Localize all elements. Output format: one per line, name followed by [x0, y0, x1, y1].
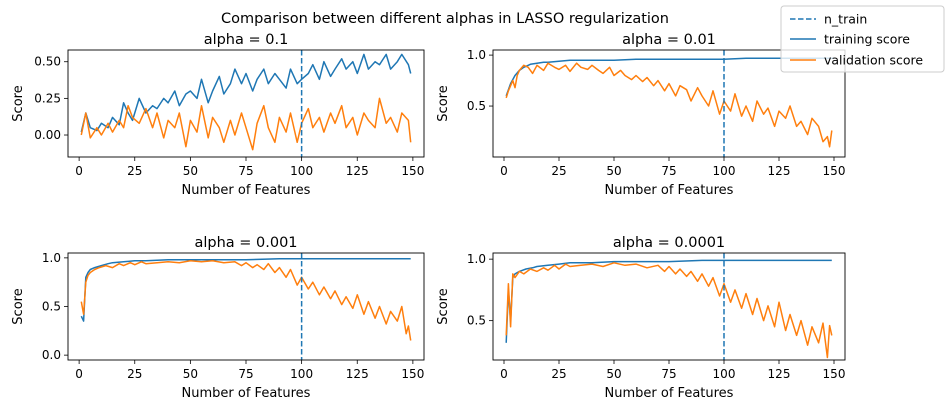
y-tick-label: 0.5 [467, 314, 486, 328]
x-axis-label: Number of Features [182, 386, 311, 401]
x-tick-label: 0 [75, 367, 83, 381]
subplot-title: alpha = 0.1 [204, 32, 289, 48]
y-tick-label: 0.0 [42, 348, 61, 362]
x-axis-label: Number of Features [182, 183, 311, 198]
x-tick-label: 25 [551, 367, 566, 381]
legend-label-n-train: n_train [824, 12, 867, 27]
x-tick-label: 125 [346, 367, 369, 381]
x-tick-label: 125 [768, 367, 791, 381]
x-tick-label: 150 [823, 164, 846, 178]
legend-label-validation-score: validation score [824, 53, 923, 68]
legend-frame [780, 5, 945, 73]
y-tick-label: 0.5 [42, 300, 61, 314]
x-tick-label: 75 [238, 367, 253, 381]
y-tick-label: 0.50 [34, 55, 61, 69]
y-tick-label: 1.0 [467, 48, 486, 62]
x-tick-label: 100 [713, 164, 736, 178]
x-tick-label: 50 [606, 367, 621, 381]
legend: n_train training score validation score [780, 5, 945, 73]
x-tick-label: 50 [183, 367, 198, 381]
x-tick-label: 75 [238, 164, 253, 178]
subplot-4: alpha = 0.0001 0 25 50 75 100 125 150 0.5 1.0 Numb… [436, 235, 845, 401]
x-tick-label: 150 [401, 367, 424, 381]
training-score-line [505, 259, 832, 343]
subplot-title: alpha = 0.01 [622, 32, 716, 48]
x-tick-label: 150 [823, 367, 846, 381]
x-tick-label: 100 [713, 367, 736, 381]
x-tick-label: 150 [401, 164, 424, 178]
subplot-3: alpha = 0.001 0 25 50 75 100 125 150 0.0 0.5 1.0 Nu… [11, 235, 425, 401]
subplot-2: alpha = 0.01 0 25 50 75 100 125 150 0.5 1.0 Number… [436, 32, 845, 198]
x-tick-label: 50 [183, 164, 198, 178]
legend-label-training-score: training score [824, 32, 910, 47]
y-tick-label: 1.0 [42, 251, 61, 265]
validation-score-line [505, 262, 833, 359]
x-axis-label: Number of Features [605, 386, 734, 401]
y-axis-label: Score [436, 85, 451, 121]
x-tick-label: 0 [75, 164, 83, 178]
subplot-title: alpha = 0.001 [194, 235, 297, 251]
subplot-title: alpha = 0.0001 [613, 235, 725, 251]
training-score-line [80, 53, 412, 133]
validation-score-line [80, 260, 412, 341]
x-tick-label: 25 [127, 164, 142, 178]
x-tick-label: 125 [768, 164, 791, 178]
y-tick-label: 0.25 [34, 91, 61, 105]
x-axis-label: Number of Features [605, 183, 734, 198]
x-tick-label: 0 [500, 367, 508, 381]
y-axis-label: Score [11, 288, 26, 324]
y-tick-label: 0.5 [467, 99, 486, 113]
axes-layer: alpha = 0.10 25 50 75 100 125 1500.000.250.50N… [11, 32, 845, 401]
validation-score-line [505, 62, 833, 148]
x-tick-label: 75 [661, 367, 676, 381]
x-tick-label: 100 [290, 367, 313, 381]
y-tick-label: 0.00 [34, 128, 61, 142]
y-axis-label: Score [436, 288, 451, 324]
y-axis-label: Score [11, 85, 26, 121]
subplot-1: alpha = 0.1 0 25 50 75 100 125 150 0.00 0.25 0.50 N… [11, 32, 425, 198]
validation-score-line [80, 97, 412, 151]
x-tick-label: 25 [127, 367, 142, 381]
y-tick-label: 1.0 [467, 252, 486, 266]
x-tick-label: 125 [346, 164, 369, 178]
x-tick-label: 75 [661, 164, 676, 178]
training-score-line [80, 258, 411, 322]
x-tick-label: 0 [500, 164, 508, 178]
x-tick-label: 50 [606, 164, 621, 178]
x-tick-label: 25 [551, 164, 566, 178]
figure-suptitle: Comparison between different alphas in L… [221, 11, 669, 27]
x-tick-label: 100 [290, 164, 313, 178]
